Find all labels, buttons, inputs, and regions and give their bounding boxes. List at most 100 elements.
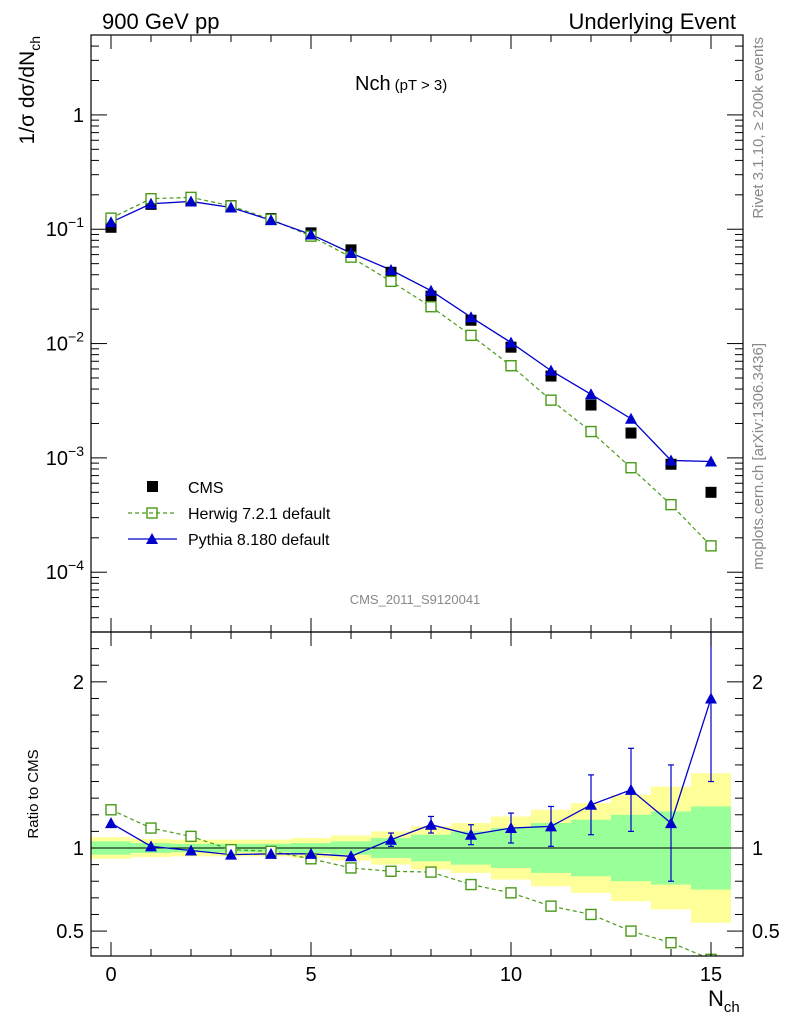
pythia-point-8 [425,284,437,296]
top-panel: 10−410−310−210−11 Nch (pT > 3) 1/σ dσ/dNc… [16,34,744,633]
ratio-pythia-point-9 [465,828,477,840]
x-axis-label-sub: ch [724,999,740,1016]
ratio-pythia-point-10 [505,822,517,834]
herwig-point-15 [705,540,717,552]
pythia-point-11 [545,364,557,376]
ratio-herwig-point-7 [385,865,397,877]
bot-xtick-label-2: 10 [500,964,522,986]
ratio-pythia-point-0 [105,817,117,829]
ratio-herwig-point-12 [585,908,597,921]
ratio-pythia-point-8 [425,818,437,830]
top-ytick-label-base-1: 10 [46,448,68,470]
herwig-point-9 [465,329,477,342]
ratio-pythia-point-7 [385,833,397,845]
ratio-herwig-point-13 [625,925,637,937]
herwig-point-14 [665,498,677,511]
cms-point-15 [705,486,717,498]
pythia-point-3 [225,201,237,213]
ratio-pythia-point-5 [305,847,317,859]
top-ytick-label-2: 10−2 [46,329,84,356]
top-ylabel: 1/σ dσ/dNch [16,36,43,144]
top-ytick-label-exp-3: −1 [68,214,84,230]
ratio-herwig-point-1 [145,822,157,834]
top-ytick-label-base-2: 10 [46,334,68,356]
plot-title: Nch (pT > 3) [355,73,447,95]
bot-xtick-label-1: 5 [305,964,316,986]
ratio-pythia-point-2 [185,844,197,856]
pythia-point-0 [105,216,117,228]
top-ytick-label-0: 10−4 [46,557,84,584]
legend-marker-cms [147,481,158,492]
bottom-panel: 0 5 10 15 0.5 0.5 1 1 2 2 Ratio to CMS Nch [25,631,780,1016]
legend: CMS Herwig 7.2.1 default Pythia 8.180 de… [128,480,331,549]
top-ytick-label-3: 10−1 [46,214,84,241]
top-ytick-label-base-4: 1 [73,105,84,127]
bot-ytick-label-left-2: 2 [73,672,84,694]
pythia-point-12 [585,388,597,400]
mcplots-text: mcplots.cern.ch [arXiv:1306.3436] [750,343,767,570]
top-ytick-label-base-0: 10 [46,562,68,584]
top-ytick-label-exp-0: −4 [68,557,84,573]
top-ylabel-sub: ch [27,36,43,51]
pythia-point-9 [465,311,477,323]
cms-point-13 [625,427,637,439]
cms-point-8 [425,290,437,302]
ratio-pythia-point-15 [705,692,717,704]
header-right: Underlying Event [568,9,736,34]
bottom-ylabel: Ratio to CMS [25,749,42,838]
ratio-herwig-point-10 [505,887,517,899]
top-ytick-label-base-3: 10 [46,219,68,241]
top-ytick-label-1: 10−3 [46,443,84,470]
legend-label-herwig: Herwig 7.2.1 default [188,506,331,523]
legend-label-pythia: Pythia 8.180 default [188,532,330,549]
pythia-point-2 [185,195,197,207]
pythia-point-14 [665,454,677,466]
top-ytick-label-exp-1: −3 [68,443,84,459]
ratio-pythia-point-11 [545,820,557,832]
herwig-point-10 [505,360,517,372]
top-ytick-label-4: 1 [73,105,84,127]
herwig-point-12 [585,425,597,438]
x-axis-label-main: N [708,986,724,1011]
pythia-point-13 [625,412,637,424]
x-axis-label: Nch [708,986,740,1016]
top-ytick-label-exp-2: −2 [68,329,84,345]
bot-ytick-label-left-1: 1 [73,838,84,860]
ratio-herwig-point-8 [425,866,437,878]
ratio-pythia-point-14 [665,817,677,829]
ratio-herwig-point-14 [665,937,677,949]
plot-title-sub: (pT > 3) [395,77,448,94]
ratio-pythia-point-1 [145,840,157,852]
pythia-point-7 [385,264,397,276]
herwig-point-8 [425,301,437,313]
legend-marker-herwig [146,507,158,519]
cms-point-12 [585,399,597,411]
herwig-point-7 [385,275,397,288]
legend-label-cms: CMS [188,480,224,497]
bot-ytick-label-right-0: 0.5 [752,921,780,943]
ratio-herwig-point-11 [545,900,557,912]
legend-marker-pythia [146,533,158,544]
pythia-point-4 [265,214,277,226]
bot-xtick-label-3: 15 [700,964,722,986]
ratio-herwig-point-0 [105,804,117,816]
ratio-herwig-point-2 [185,830,197,843]
ratio-pythia-point-3 [225,848,237,860]
pythia-point-5 [305,228,317,240]
pythia-point-1 [145,197,157,209]
ratio-pythia-line [110,698,712,857]
analysis-watermark: CMS_2011_S9120041 [350,592,481,607]
ratio-pythia-point-6 [345,850,357,862]
bot-xtick-label-0: 0 [105,964,116,986]
top-ylabel-main: 1/σ dσ/dN [16,51,39,145]
ratio-pythia-point-12 [585,798,597,810]
pythia-point-10 [505,336,517,348]
rivet-text: Rivet 3.1.10, ≥ 200k events [750,37,767,219]
ratio-herwig-line [110,809,705,956]
ratio-pythia-point-4 [265,847,277,859]
pythia-point-15 [705,455,717,467]
bottom-frame [90,631,744,957]
herwig-point-11 [545,394,557,406]
plot-title-main: Nch [355,73,391,95]
